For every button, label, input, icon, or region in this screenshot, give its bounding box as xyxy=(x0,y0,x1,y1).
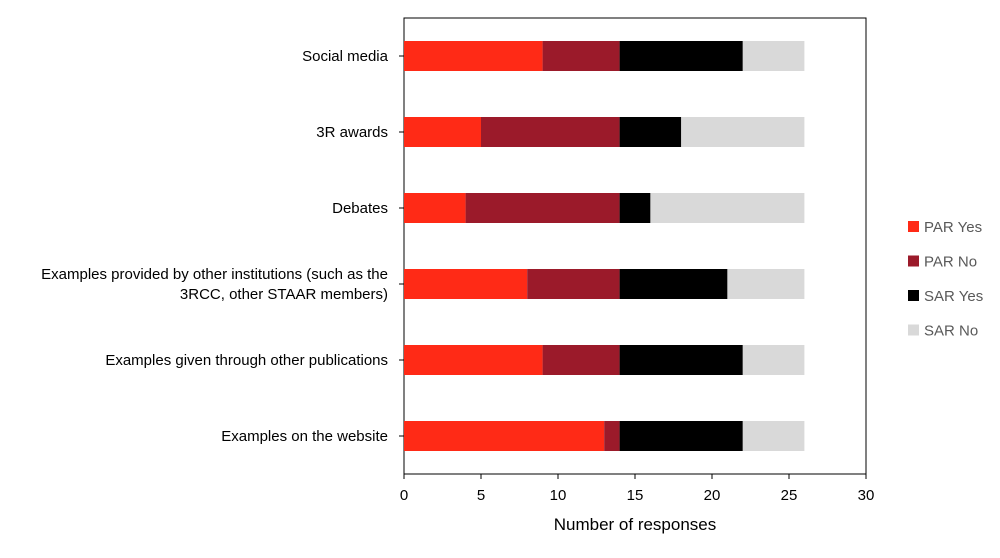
bar-par-yes-1 xyxy=(404,117,481,147)
bar-par-no-1 xyxy=(481,117,620,147)
legend-label: PAR No xyxy=(924,254,977,271)
legend-swatch-sar-no xyxy=(908,324,919,336)
x-tick-label: 15 xyxy=(627,487,644,504)
bar-par-yes-3 xyxy=(404,269,528,299)
x-tick-label: 10 xyxy=(550,487,567,504)
x-axis-title: Number of responses xyxy=(554,515,717,534)
plot-frame xyxy=(403,17,867,475)
category-label: 3R awards xyxy=(316,124,388,141)
legend-swatch-sar-yes xyxy=(908,290,919,301)
bar-par-yes-2 xyxy=(404,193,466,223)
x-tick-label: 20 xyxy=(704,487,721,504)
legend: PAR Yes PAR No SAR Yes SAR No xyxy=(908,219,983,340)
category-label-line: Examples given through other publication… xyxy=(105,352,388,369)
bar-sar-no-1 xyxy=(681,117,805,147)
category-label-line: 3R awards xyxy=(316,124,388,141)
category-label-line: Examples provided by other institutions … xyxy=(41,266,388,283)
category-label-line: Debates xyxy=(332,200,388,217)
x-tick-label: 30 xyxy=(858,487,875,504)
bar-sar-no-2 xyxy=(650,193,805,223)
legend-label: PAR Yes xyxy=(924,219,982,236)
bar-sar-yes-2 xyxy=(619,193,651,223)
category-labels-group: Social media 3R awards Debates Examples pro… xyxy=(41,48,404,445)
bar-par-yes-0 xyxy=(404,41,543,71)
bar-sar-yes-0 xyxy=(619,41,743,71)
bar-par-yes-4 xyxy=(404,345,543,375)
bar-sar-yes-4 xyxy=(619,345,743,375)
bar-sar-yes-5 xyxy=(619,421,743,451)
bar-par-yes-5 xyxy=(404,421,605,451)
category-label: Examples given through other publication… xyxy=(105,352,388,369)
x-ticks-group: 0 5 10 15 20 25 30 xyxy=(400,474,875,504)
bar-sar-yes-3 xyxy=(619,269,728,299)
legend-label: SAR No xyxy=(924,323,978,340)
category-label: Examples on the website xyxy=(221,428,388,445)
bar-sar-no-5 xyxy=(742,421,805,451)
bar-par-no-0 xyxy=(542,41,620,71)
category-label: Social media xyxy=(302,48,389,65)
category-label-line: 3RCC, other STAAR members) xyxy=(180,286,388,303)
bar-par-no-5 xyxy=(604,421,620,451)
bar-par-no-2 xyxy=(465,193,620,223)
legend-swatch-par-yes xyxy=(908,221,919,232)
x-tick-label: 25 xyxy=(781,487,798,504)
legend-swatch-par-no xyxy=(908,255,919,267)
category-label: Debates xyxy=(332,200,388,217)
bar-sar-no-3 xyxy=(727,269,805,299)
bars-group xyxy=(404,41,805,451)
category-label: Examples provided by other institutions … xyxy=(41,266,388,303)
category-label-line: Social media xyxy=(302,48,389,65)
x-tick-label: 5 xyxy=(477,487,485,504)
x-tick-label: 0 xyxy=(400,487,408,504)
bar-sar-no-4 xyxy=(742,345,805,375)
legend-label: SAR Yes xyxy=(924,288,983,305)
bar-par-no-4 xyxy=(542,345,620,375)
bar-par-no-3 xyxy=(527,269,620,299)
bar-sar-yes-1 xyxy=(619,117,682,147)
bar-sar-no-0 xyxy=(742,41,805,71)
category-label-line: Examples on the website xyxy=(221,428,388,445)
